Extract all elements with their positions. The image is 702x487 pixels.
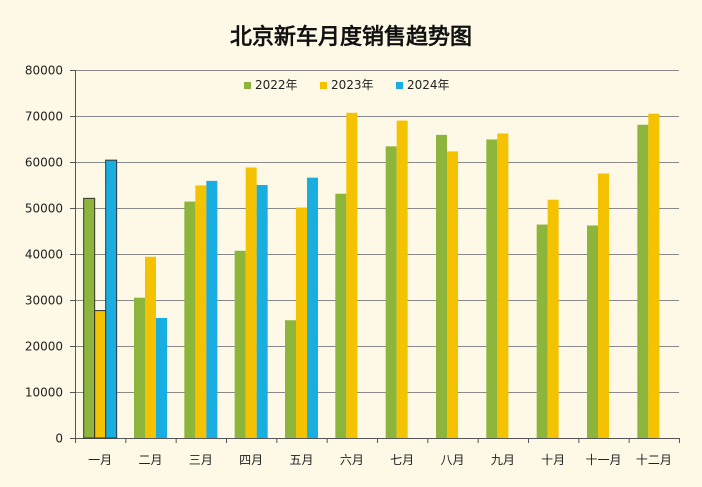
- bar-2023年-十一月: [598, 173, 609, 438]
- bar-2022年-一月: [83, 197, 96, 439]
- y-axis-ticks: 0 10000 20000 30000 40000 50000 60000 70000 8000…: [25, 64, 63, 446]
- bar-2022年-二月: [134, 297, 145, 438]
- x-tick-label: 一月: [88, 453, 112, 467]
- legend-swatch: [320, 82, 327, 89]
- bar-2023年-五月: [296, 207, 307, 438]
- legend-swatch: [396, 82, 403, 89]
- bars: [83, 112, 660, 439]
- y-tick-label: 0: [55, 432, 63, 446]
- y-tick-label: 10000: [25, 386, 63, 400]
- bar-2022年-三月: [184, 201, 196, 438]
- x-tick-label: 九月: [491, 453, 515, 467]
- y-tick-label: 40000: [25, 248, 63, 262]
- y-tick-label: 60000: [25, 156, 63, 170]
- bar-2024年-五月: [307, 177, 318, 438]
- bar-2024年-四月: [256, 185, 268, 438]
- y-tick-label: 70000: [25, 110, 63, 124]
- x-tick-label: 五月: [289, 453, 313, 467]
- bar-2022年-六月: [335, 193, 347, 438]
- bar-2023年-一月: [94, 310, 107, 439]
- bar-2022年-十一月: [587, 225, 598, 438]
- legend-label: 2023年: [331, 78, 374, 92]
- x-tick-label: 七月: [390, 453, 414, 467]
- y-tick-label: 30000: [25, 294, 63, 308]
- bar-2023年-三月: [195, 185, 207, 438]
- legend-label: 2024年: [407, 78, 450, 92]
- bar-2022年-九月: [486, 139, 498, 438]
- legend: 2022年 2023年 2024年: [244, 78, 450, 92]
- legend-label: 2022年: [255, 78, 298, 92]
- legend-swatch: [244, 82, 251, 89]
- bar-2022年-八月: [436, 134, 447, 439]
- x-tick-label: 六月: [340, 453, 364, 467]
- bar-2023年-六月: [346, 112, 358, 438]
- bar-2024年-三月: [206, 180, 218, 439]
- x-tick-label: 二月: [138, 453, 162, 467]
- x-axis-ticks: 一月 二月 三月 四月 五月 六月 七月 八月 九月 十月 十一月 十二月: [75, 438, 680, 467]
- x-tick-label: 四月: [239, 453, 263, 467]
- bar-2022年-四月: [234, 250, 246, 438]
- bar-2022年-七月: [385, 146, 397, 439]
- bar-2022年-十月: [536, 224, 548, 438]
- x-tick-label: 八月: [440, 453, 464, 467]
- bar-2022年-五月: [285, 320, 296, 438]
- y-tick-label: 50000: [25, 202, 63, 216]
- bar-2023年-九月: [497, 133, 509, 439]
- x-tick-label: 三月: [189, 453, 213, 467]
- x-tick-label: 十二月: [636, 453, 672, 467]
- y-tick-label: 80000: [25, 64, 63, 78]
- bar-2023年-二月: [145, 256, 156, 438]
- bar-2023年-十二月: [648, 113, 660, 438]
- y-tick-label: 20000: [25, 340, 63, 354]
- bar-2023年-四月: [245, 167, 257, 438]
- bar-2024年-二月: [156, 317, 167, 438]
- x-tick-label: 十月: [541, 453, 565, 467]
- bar-2023年-十月: [547, 199, 559, 438]
- bar-2024年-一月: [105, 159, 118, 439]
- x-tick-label: 十一月: [585, 453, 621, 467]
- bar-2023年-八月: [447, 151, 458, 439]
- bar-2023年-七月: [396, 120, 408, 438]
- chart-title: 北京新车月度销售趋势图: [230, 24, 472, 50]
- bar-2022年-十二月: [637, 124, 649, 439]
- grid-lines: [70, 70, 679, 439]
